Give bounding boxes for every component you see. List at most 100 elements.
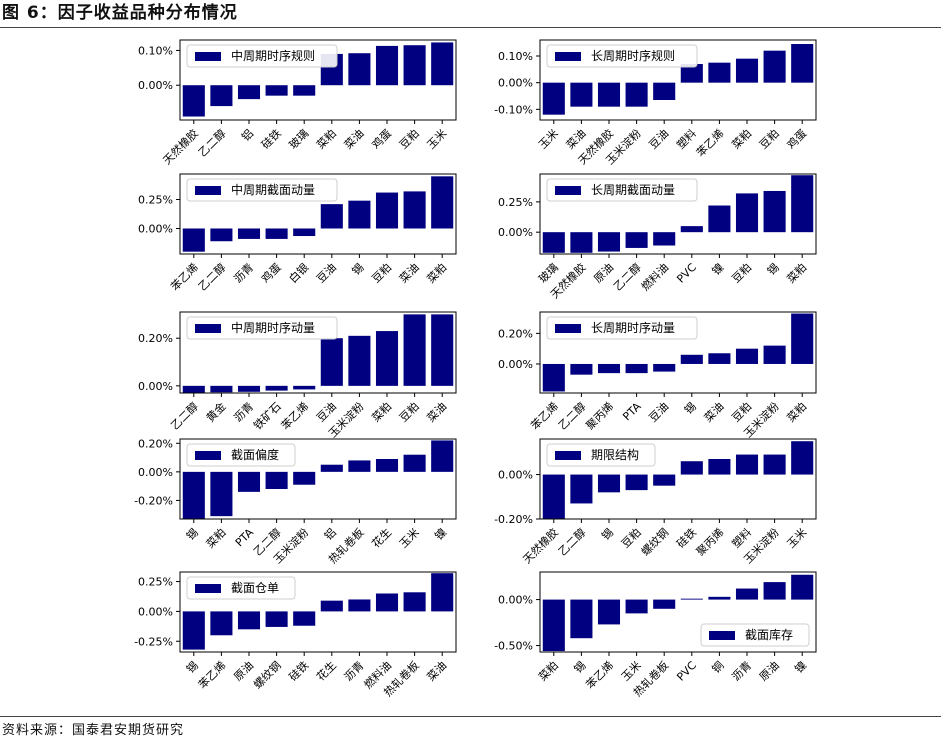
bar [791, 441, 814, 475]
x-tick-label: 豆粕 [729, 260, 754, 285]
y-tick-label: 0.00% [498, 358, 533, 371]
x-tick-label: 玉米 [397, 526, 422, 551]
bar [403, 314, 426, 386]
bar [348, 200, 371, 229]
bar [597, 232, 621, 252]
x-tick-label: 苯乙烯 [278, 399, 311, 432]
bar [597, 599, 621, 625]
legend-box [186, 44, 338, 68]
source-rule [0, 716, 941, 717]
bar [653, 599, 676, 609]
bar [653, 82, 676, 100]
x-tick-label: 菜粕 [784, 399, 809, 424]
legend-label: 中周期截面动量 [231, 182, 315, 197]
y-tick-label: -0.20% [494, 513, 533, 526]
x-tick-label: 铝 [238, 126, 256, 144]
plot-frame [539, 173, 817, 255]
y-tick-label: 0.00% [138, 79, 173, 92]
title-rule [0, 27, 941, 28]
bar [542, 232, 565, 253]
bar [293, 228, 316, 237]
bar [403, 45, 426, 86]
chart-mid-cs-momentum: 0.25% 0.00% 苯乙烯乙二醇 沥青 鸡蛋 白银 豆油锡豆粕 菜油 菜粕 中周期截面动量 [138, 173, 457, 293]
legend-label: 长周期截面动量 [591, 183, 675, 197]
bar [182, 385, 205, 393]
x-tick-label: 铁矿石 [251, 400, 284, 433]
x-tick-label: 菜粕 [369, 399, 394, 424]
legend-label: 中周期时序规则 [231, 48, 315, 63]
bar [375, 192, 399, 229]
bar [680, 354, 703, 364]
bar [210, 85, 233, 107]
bar [265, 228, 288, 239]
legend-label: 截面库存 [745, 627, 793, 642]
bar [403, 454, 426, 472]
legend-box [186, 576, 296, 600]
bar [791, 44, 814, 83]
bar [597, 82, 621, 107]
bar [680, 64, 703, 83]
x-tick-label: 乙二醇 [610, 260, 643, 293]
bar [348, 335, 371, 386]
x-tick-label: 沥青 [231, 261, 256, 286]
y-tick-label: 0.00% [138, 222, 173, 235]
y-tick-label: 0.10% [498, 50, 533, 63]
bar [542, 363, 565, 392]
bar [431, 440, 454, 472]
chart-long-ts-momentum: 0.20%0.00%苯乙烯乙二醇聚丙烯 PTA 豆油锡菜油 豆粕玉米淀粉 菜粕长周期时序… [498, 311, 817, 440]
legend-swatch [555, 324, 581, 333]
x-tick-label: 硅铁 [259, 127, 284, 152]
legend-label: 截面偏度 [231, 447, 279, 462]
plot-frame [179, 571, 457, 653]
x-tick-label: 锡 [571, 658, 589, 676]
x-tick-label: 聚丙烯 [584, 400, 617, 433]
figure-title: 图 6：因子收益品种分布情况 [2, 3, 238, 23]
bar [791, 574, 814, 600]
bar [320, 204, 343, 229]
plot-frame [179, 173, 457, 255]
x-tick-label: 天然橡胶 [520, 525, 561, 566]
bar [680, 461, 703, 475]
x-tick-label: 豆粕 [396, 399, 421, 424]
bar [237, 385, 261, 392]
x-tick-label: 螺纹钢 [638, 525, 671, 558]
bar [791, 313, 814, 364]
legend-swatch [195, 186, 221, 195]
plot-frame [539, 571, 817, 653]
source-note: 资料来源：国泰君安期货研究 [2, 723, 185, 738]
x-tick-label: 玉米 [785, 526, 810, 551]
legend-box [186, 316, 338, 340]
bar [791, 175, 814, 233]
legend-box [546, 178, 698, 202]
x-tick-label: 苯乙烯 [528, 399, 561, 432]
bar [431, 176, 454, 229]
x-tick-label: 玻璃 [286, 126, 311, 151]
legend-swatch [709, 631, 735, 640]
bar [431, 42, 454, 86]
bar [570, 232, 593, 253]
x-tick-label: 苯乙烯 [583, 658, 616, 691]
x-tick-label: 玉米 [536, 127, 561, 152]
bar [265, 85, 288, 96]
x-tick-label: 菜粕 [424, 260, 449, 285]
bar [320, 338, 343, 386]
bar [708, 62, 731, 83]
bar [210, 611, 233, 636]
bar [293, 385, 316, 390]
x-tick-label: 镍 [709, 260, 727, 278]
x-tick-label: 原油 [756, 658, 781, 683]
y-tick-label: 0.10% [138, 44, 173, 57]
legend-box [186, 443, 296, 467]
legend-swatch [195, 324, 221, 333]
bar [431, 573, 454, 612]
chart-term-structure: 0.00%-0.20%天然橡胶乙二醇锡豆粕螺纹钢 硅铁聚丙烯 塑料玉米淀粉 玉米期限结… [494, 438, 817, 566]
bar [625, 474, 648, 491]
x-tick-label: 乙二醇 [195, 126, 228, 159]
y-tick-label: 0.25% [138, 576, 173, 589]
bar [375, 45, 399, 86]
y-tick-label: 0.25% [138, 194, 173, 207]
x-tick-label: 铜 [709, 658, 727, 676]
x-tick-label: 菜油 [701, 399, 726, 424]
bar [320, 600, 343, 612]
